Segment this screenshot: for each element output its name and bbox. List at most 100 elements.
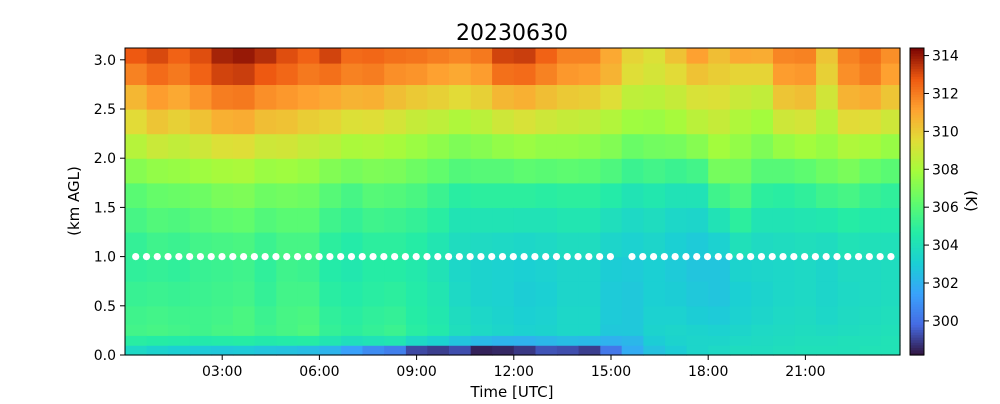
heatmap-cell [341,281,364,307]
heatmap-cell [535,207,558,233]
heatmap-cell [297,207,320,233]
heatmap-cell [708,345,731,356]
heatmap-cell [578,84,601,110]
heatmap-cell [535,324,558,336]
heatmap-cell [341,232,364,258]
marker-point [509,253,517,261]
x-axis-label: Time [UTC] [470,383,554,400]
heatmap-cell [837,281,861,307]
heatmap-cell [319,109,342,135]
heatmap-cell [859,63,882,86]
heatmap-cell [772,232,796,258]
heatmap-cell [384,63,407,86]
heatmap-cell [125,335,148,346]
heatmap-cell [794,335,817,346]
colorbar-segment [910,352,924,356]
colorbar-tick-label: 308 [932,162,959,178]
colorbar-segment [910,242,924,246]
colorbar-tick-label: 312 [932,86,959,102]
heatmap-cell [232,345,256,356]
heatmap-cell [427,232,450,258]
heatmap-cell [362,232,385,258]
heatmap-cell [168,63,191,86]
heatmap-cell [341,207,364,233]
heatmap-cell [319,48,342,64]
marker-point [703,253,712,261]
marker-point [283,253,291,261]
colorbar-segment [910,209,924,213]
heatmap-cell [665,182,688,208]
heatmap-cell [146,281,169,307]
heatmap-cell [449,281,472,307]
heatmap-cell [880,158,901,184]
heatmap-cell [168,324,191,336]
y-tick-label: 2.0 [94,151,116,167]
heatmap-cell [319,256,342,282]
heatmap-cell [405,48,428,64]
heatmap-cell [665,305,688,325]
chart-title: 20230630 [456,21,568,46]
heatmap-cell [837,305,861,325]
colorbar-segment [910,337,924,341]
heatmap-cell [859,281,882,307]
heatmap-cell [384,182,407,208]
heatmap-cell [168,158,191,184]
heatmap-cell [686,335,709,346]
colorbar-tick-label: 310 [932,124,959,140]
heatmap-cell [168,182,191,208]
heatmap-cell [297,324,320,336]
heatmap-cell [665,256,688,282]
heatmap-cell [449,335,472,346]
colorbar-segment [910,198,924,203]
heatmap-cell [384,84,407,110]
colorbar-segment [910,124,924,128]
heatmap-cell [362,84,385,110]
heatmap-cell [708,158,731,184]
heatmap-cell [535,109,558,135]
heatmap-cell [254,256,277,282]
heatmap-cell [492,182,515,208]
heatmap-cell [837,345,861,356]
heatmap-cell [535,345,558,356]
heatmap-cell [859,305,882,325]
heatmap-cell [816,48,839,64]
heatmap-cell [643,281,666,307]
heatmap-cell [880,256,901,282]
heatmap-cell [232,324,256,336]
heatmap-cell [211,335,234,346]
heatmap-cell [556,256,580,282]
heatmap-cell [578,345,601,356]
heatmap-cell [837,84,861,110]
colorbar-segment [910,316,924,320]
heatmap-cell [189,182,213,208]
heatmap-cell [168,281,191,307]
heatmap-cell [362,133,385,159]
heatmap-cell [276,345,299,356]
heatmap-cell [751,84,774,110]
marker-point [531,253,539,261]
heatmap-cell [341,84,364,110]
heatmap-cell [729,256,752,282]
colorbar-segment [910,165,924,169]
heatmap-cell [686,133,709,159]
heatmap-cell [751,281,774,307]
marker-point [854,253,863,261]
heatmap-cell [600,109,623,135]
marker-point [574,253,582,261]
colorbar-segment [910,349,924,354]
heatmap-cell [643,207,666,233]
heatmap-cell [189,232,213,258]
heatmap-cell [751,305,774,325]
colorbar-segment [910,221,924,226]
heatmap-cell [232,84,256,110]
heatmap-cell [125,345,148,356]
heatmap-cell [535,182,558,208]
heatmap-cell [880,48,901,64]
heatmap [125,48,901,356]
heatmap-cell [665,63,688,86]
heatmap-cell [341,48,364,64]
heatmap-cell [492,158,515,184]
marker-point [412,253,420,261]
heatmap-cell [535,335,558,346]
heatmap-cell [470,345,493,356]
